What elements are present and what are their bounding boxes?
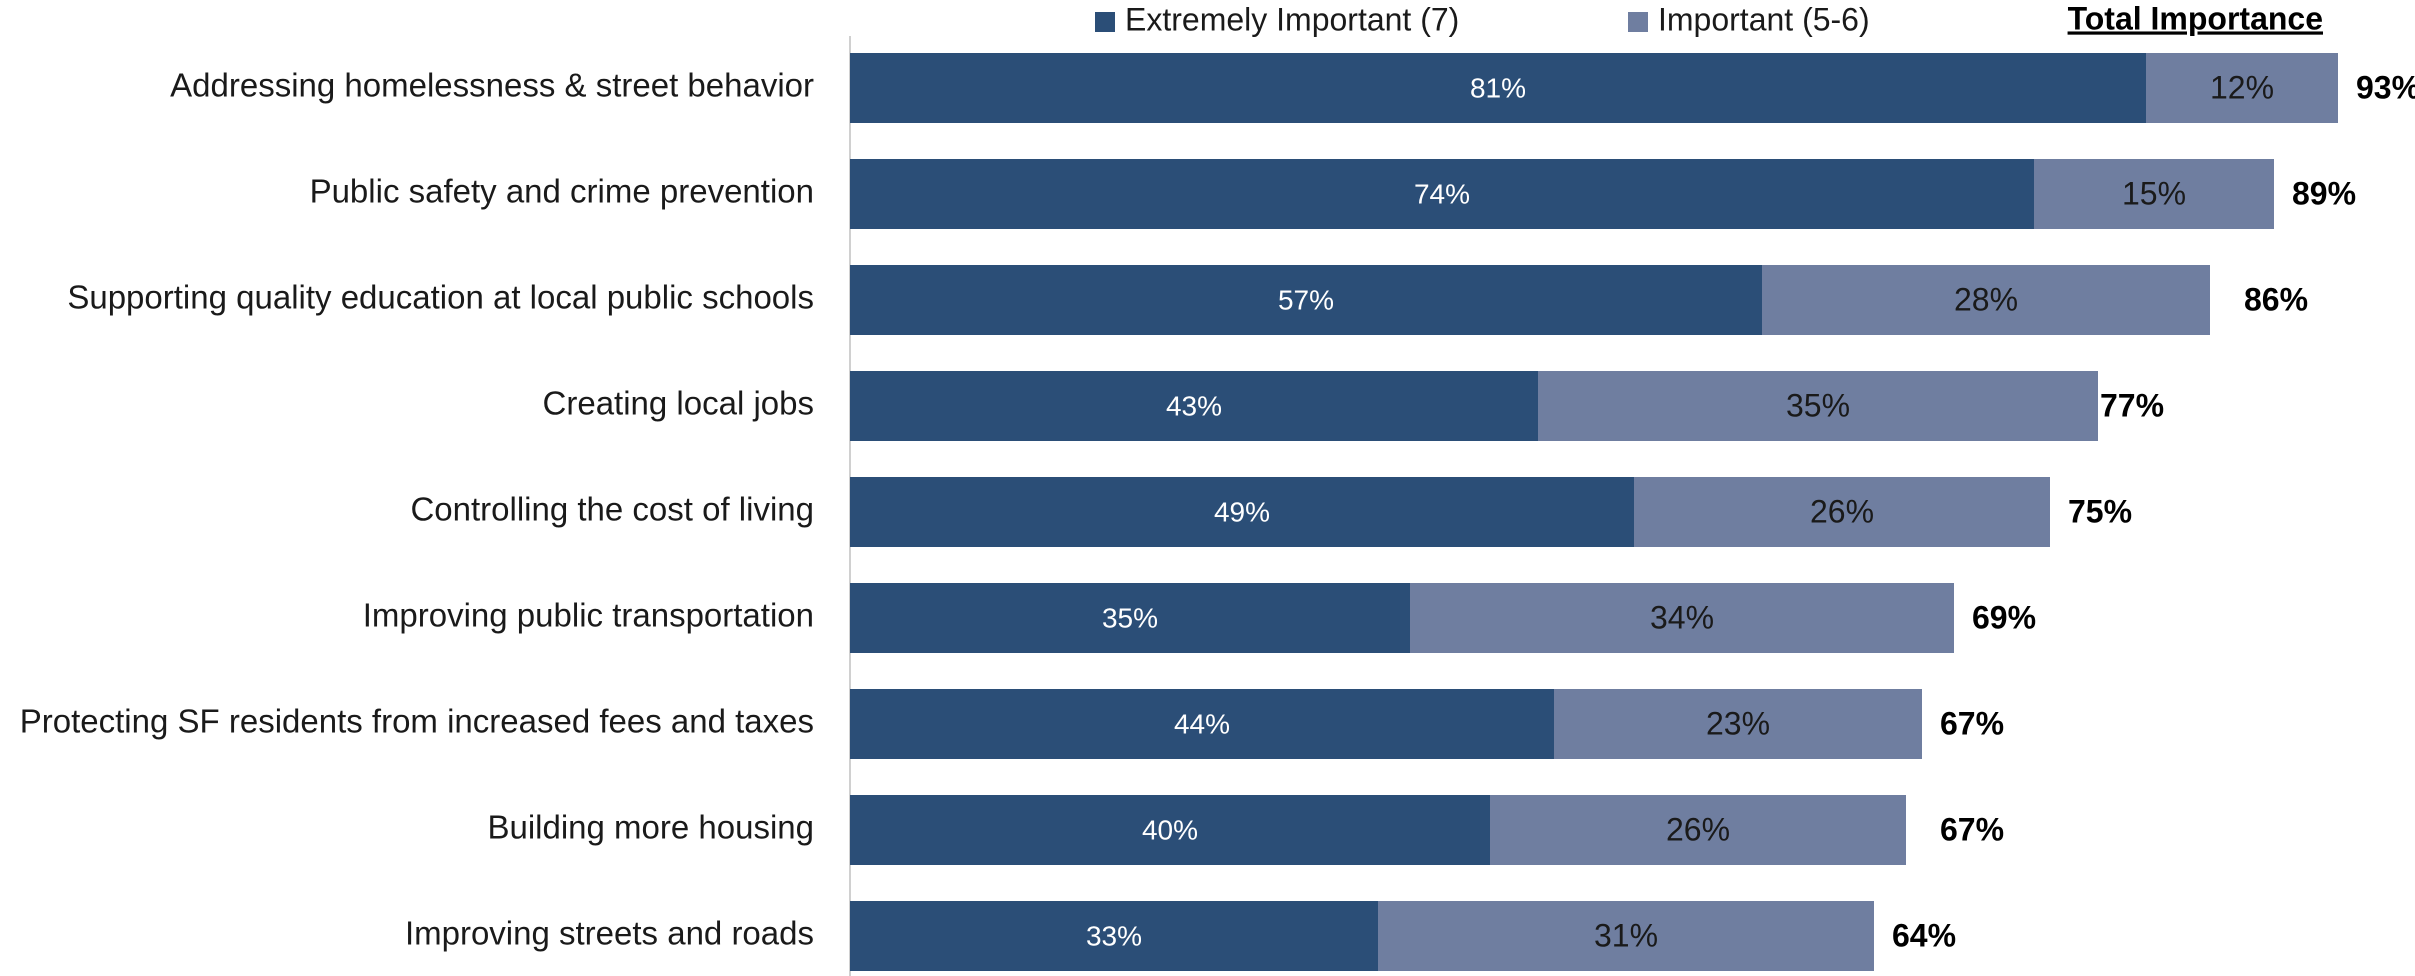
- category-label: Protecting SF residents from increased f…: [20, 703, 814, 740]
- value-label: 35%: [1102, 602, 1158, 633]
- total-label: 93%: [2356, 69, 2415, 105]
- bar-segment: [850, 477, 1634, 547]
- total-label: 64%: [1892, 917, 1956, 953]
- total-label: 69%: [1972, 599, 2036, 635]
- bar-segment: [850, 371, 1538, 441]
- bar-segment: [850, 265, 1762, 335]
- total-label: 67%: [1940, 811, 2004, 847]
- bar-segment: [1378, 901, 1874, 971]
- total-label: 77%: [2100, 387, 2164, 423]
- value-label: 26%: [1810, 493, 1874, 529]
- bar-segment: [1410, 583, 1954, 653]
- category-label: Public safety and crime prevention: [310, 173, 814, 210]
- category-label: Creating local jobs: [543, 385, 814, 422]
- category-label: Supporting quality education at local pu…: [67, 279, 814, 316]
- value-label: 49%: [1214, 496, 1270, 527]
- category-label: Improving streets and roads: [405, 915, 814, 952]
- value-label: 34%: [1650, 599, 1714, 635]
- bar-segment: [1554, 689, 1922, 759]
- value-label: 40%: [1142, 814, 1198, 845]
- value-label: 33%: [1086, 920, 1142, 951]
- legend-swatch: [1095, 12, 1115, 32]
- value-label: 74%: [1414, 178, 1470, 209]
- legend-swatch: [1628, 12, 1648, 32]
- value-label: 23%: [1706, 705, 1770, 741]
- bar-segment: [850, 583, 1410, 653]
- total-label: 86%: [2244, 281, 2308, 317]
- value-label: 44%: [1174, 708, 1230, 739]
- bar-segment: [850, 53, 2146, 123]
- category-label: Addressing homelessness & street behavio…: [170, 67, 814, 104]
- category-label: Improving public transportation: [363, 597, 814, 634]
- bar-segment: [850, 795, 1490, 865]
- total-label: 89%: [2292, 175, 2356, 211]
- bar-segment: [850, 159, 2034, 229]
- category-label: Building more housing: [487, 809, 814, 846]
- category-label: Controlling the cost of living: [410, 491, 814, 528]
- bar-segment: [1538, 371, 2098, 441]
- bar-segment: [2146, 53, 2338, 123]
- bar-segment: [850, 901, 1378, 971]
- value-label: 26%: [1666, 811, 1730, 847]
- value-label: 12%: [2210, 69, 2274, 105]
- value-label: 43%: [1166, 390, 1222, 421]
- value-label: 15%: [2122, 175, 2186, 211]
- value-label: 57%: [1278, 284, 1334, 315]
- bar-segment: [1490, 795, 1906, 865]
- legend-label: Important (5-6): [1658, 1, 1870, 37]
- legend-label: Extremely Important (7): [1125, 1, 1459, 37]
- value-label: 35%: [1786, 387, 1850, 423]
- value-label: 31%: [1594, 917, 1658, 953]
- totals-header: Total Importance: [2068, 0, 2323, 36]
- value-label: 28%: [1954, 281, 2018, 317]
- total-label: 75%: [2068, 493, 2132, 529]
- total-label: 67%: [1940, 705, 2004, 741]
- bar-segment: [1762, 265, 2210, 335]
- bar-segment: [1634, 477, 2050, 547]
- value-label: 81%: [1470, 72, 1526, 103]
- bar-segment: [850, 689, 1554, 759]
- bar-segment: [2034, 159, 2274, 229]
